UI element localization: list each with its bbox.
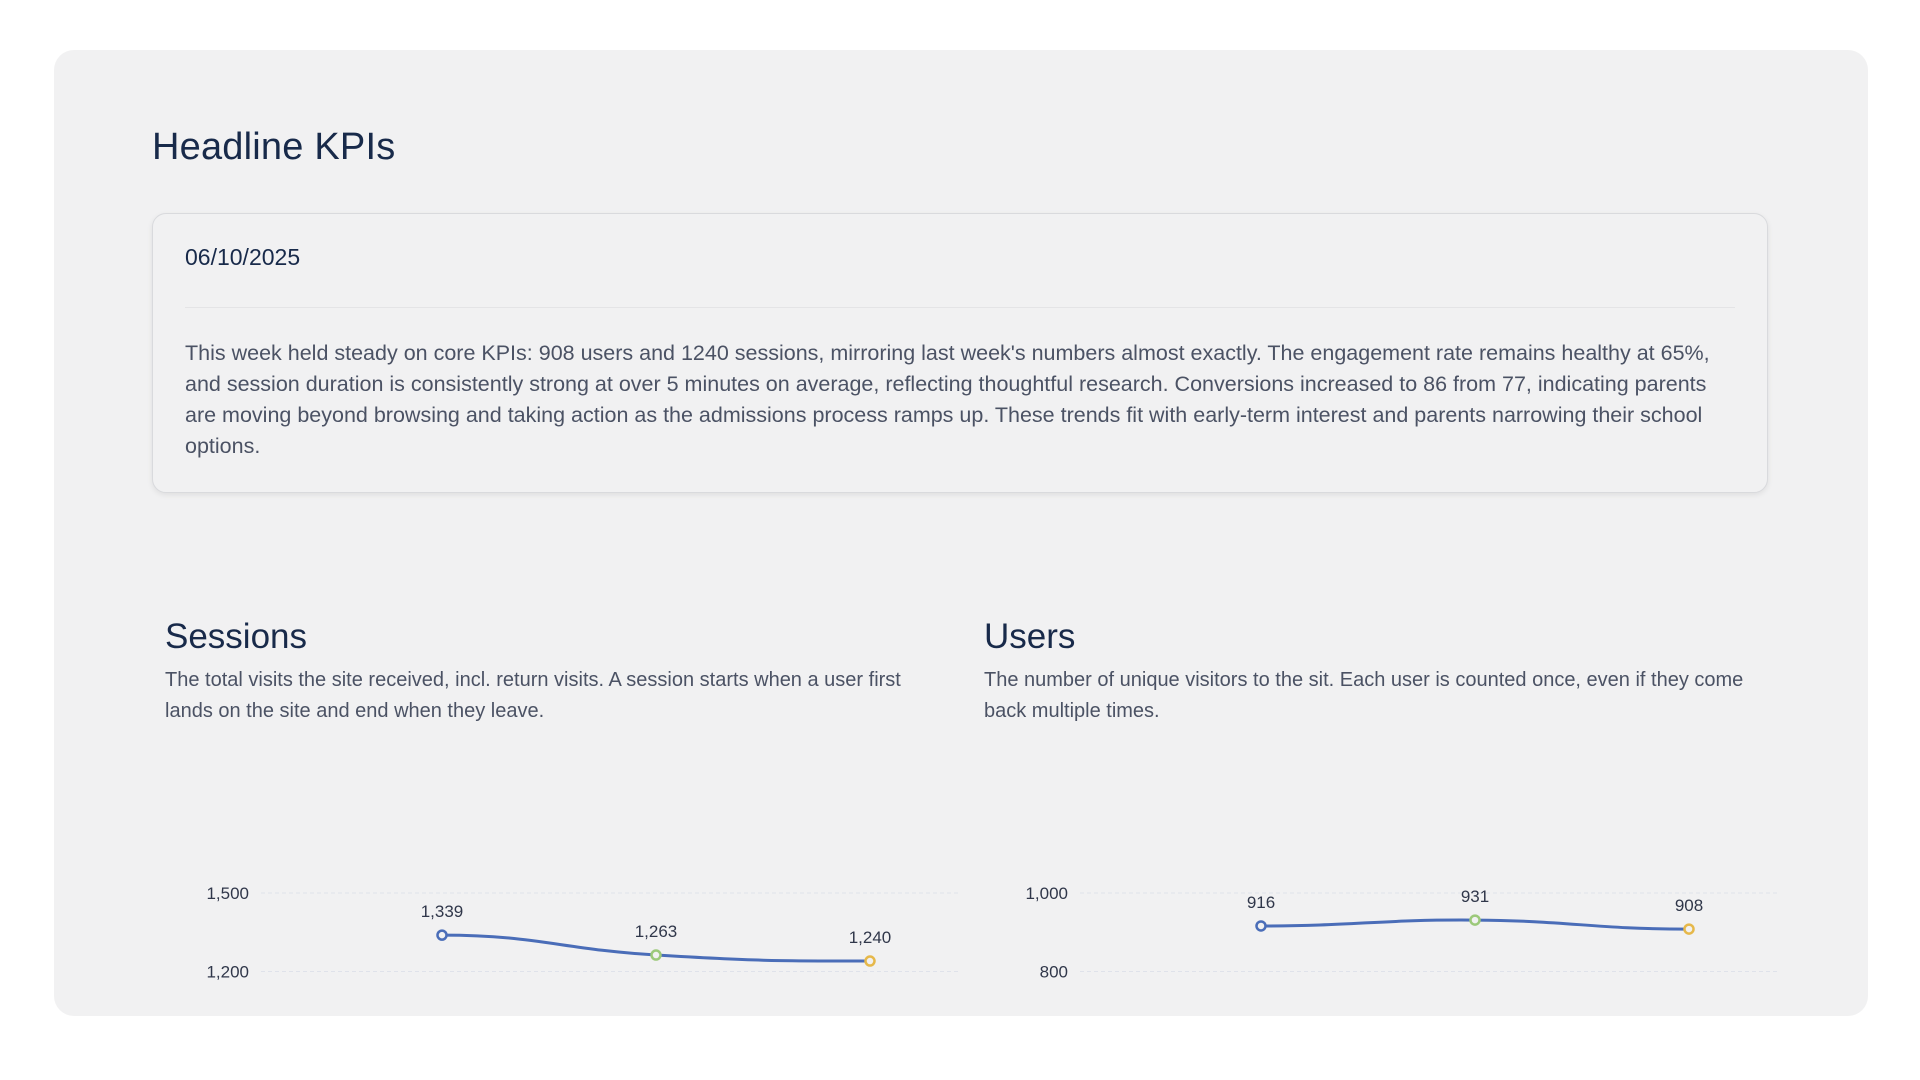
sessions-data-label: 1,339	[421, 902, 464, 921]
sessions-data-point	[436, 929, 448, 941]
summary-date: 06/10/2025	[185, 244, 301, 270]
kpi-panel: Headline KPIs 06/10/2025 This week held …	[54, 50, 1868, 1016]
summary-divider	[185, 307, 1735, 308]
sessions-data-point	[864, 955, 876, 967]
sessions-description: The total visits the site received, incl…	[165, 669, 901, 722]
users-data-label: 908	[1675, 896, 1703, 915]
sessions-tick-label: 1,500	[206, 884, 249, 903]
users-data-label: 931	[1461, 887, 1489, 906]
users-data-point	[1255, 920, 1267, 932]
users-description: The number of unique visitors to the sit…	[984, 669, 1744, 722]
users-title: Users	[984, 617, 1076, 656]
users-tick-label: 1,000	[1025, 884, 1068, 903]
users-data-label: 916	[1247, 893, 1275, 912]
sessions-data-point	[650, 949, 662, 961]
users-data-point	[1469, 914, 1481, 926]
users-data-point	[1683, 923, 1695, 935]
summary-text: This week held steady on core KPIs: 908 …	[185, 341, 1710, 458]
page-title: Headline KPIs	[152, 126, 396, 168]
users-tick-label: 800	[1040, 963, 1068, 982]
sessions-title: Sessions	[165, 617, 308, 656]
sessions-data-label: 1,263	[635, 922, 678, 941]
summary-card: 06/10/2025 This week held steady on core…	[152, 213, 1768, 493]
sessions-tick-label: 1,200	[206, 963, 249, 982]
sessions-data-label: 1,240	[849, 928, 892, 947]
